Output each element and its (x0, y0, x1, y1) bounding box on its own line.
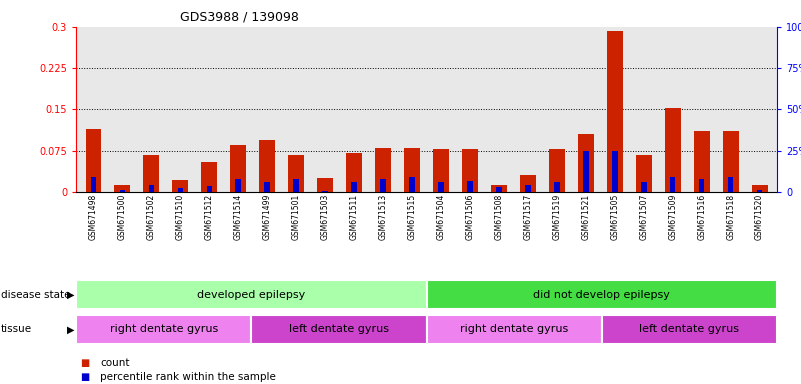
Bar (207, 187, 212, 192)
Text: did not develop epilepsy: did not develop epilepsy (533, 290, 670, 300)
Bar (525, 185, 531, 192)
Bar (641, 182, 646, 192)
Bar (235, 179, 241, 192)
Bar (699, 179, 704, 192)
Bar (427, 280, 777, 309)
Bar (665, 108, 681, 192)
Bar (723, 131, 739, 192)
Bar (404, 148, 420, 192)
Text: developed epilepsy: developed epilepsy (197, 290, 305, 300)
Bar (549, 149, 565, 192)
Bar (757, 190, 763, 192)
Text: tissue: tissue (1, 324, 32, 334)
Bar (583, 151, 589, 192)
Bar (607, 31, 622, 192)
Bar (143, 155, 159, 192)
Text: ▶: ▶ (66, 290, 74, 300)
Bar (231, 145, 246, 192)
Text: disease state: disease state (1, 290, 70, 300)
Bar (76, 280, 427, 309)
Text: left dentate gyrus: left dentate gyrus (639, 324, 739, 334)
Text: left dentate gyrus: left dentate gyrus (289, 324, 389, 334)
Bar (462, 149, 478, 192)
Bar (578, 134, 594, 192)
Text: ▶: ▶ (66, 324, 74, 334)
Text: ■: ■ (80, 358, 90, 368)
Bar (119, 190, 125, 192)
Bar (409, 177, 415, 192)
Bar (554, 182, 560, 192)
Text: right dentate gyrus: right dentate gyrus (110, 324, 218, 334)
Bar (751, 185, 767, 192)
Bar (178, 188, 183, 192)
Bar (264, 182, 270, 192)
Bar (260, 140, 276, 192)
Bar (76, 315, 252, 344)
Bar (252, 315, 427, 344)
Bar (375, 148, 391, 192)
Bar (352, 182, 357, 192)
Bar (694, 131, 710, 192)
Bar (670, 177, 675, 192)
Bar (115, 185, 131, 192)
Text: percentile rank within the sample: percentile rank within the sample (100, 372, 276, 382)
Bar (380, 179, 386, 192)
Bar (612, 151, 618, 192)
Bar (86, 129, 102, 192)
Bar (293, 179, 299, 192)
Bar (91, 177, 96, 192)
Bar (346, 154, 362, 192)
Bar (728, 177, 734, 192)
Bar (636, 155, 652, 192)
Text: ■: ■ (80, 372, 90, 382)
Bar (491, 185, 507, 192)
Text: count: count (100, 358, 130, 368)
Bar (467, 181, 473, 192)
Bar (602, 315, 777, 344)
Bar (433, 149, 449, 192)
Bar (520, 175, 536, 192)
Bar (172, 180, 188, 192)
Bar (317, 178, 333, 192)
Bar (201, 162, 217, 192)
Bar (149, 185, 154, 192)
Text: right dentate gyrus: right dentate gyrus (460, 324, 568, 334)
Bar (427, 315, 602, 344)
Bar (288, 155, 304, 192)
Bar (438, 182, 444, 192)
Bar (496, 187, 501, 192)
Text: GDS3988 / 139098: GDS3988 / 139098 (180, 10, 299, 23)
